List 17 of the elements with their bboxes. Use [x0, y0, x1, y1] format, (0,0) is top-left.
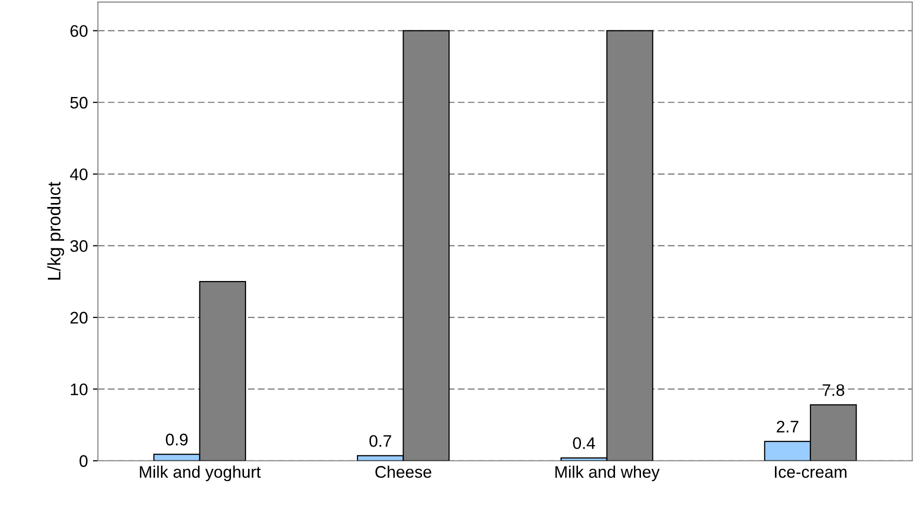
- x-tick-label: Milk and yoghurt: [140, 466, 261, 482]
- data-label: 0.7: [369, 435, 392, 447]
- y-tick-label: 20: [70, 312, 88, 324]
- y-axis-title: L/kg product: [47, 182, 64, 280]
- data-label: 0.9: [166, 434, 188, 446]
- x-tick-label: Cheese: [375, 466, 432, 478]
- x-tick-label: Ice-cream: [774, 466, 846, 478]
- x-tick-label: Milk and whey: [555, 466, 660, 482]
- y-tick-label: 30: [70, 240, 88, 252]
- y-tick-label: 60: [70, 25, 88, 37]
- y-tick-label: 50: [70, 96, 88, 109]
- y-tick-label: 10: [70, 383, 88, 396]
- data-label: 0.4: [573, 437, 596, 450]
- data-label: 7.8: [822, 384, 844, 396]
- y-tick-label: 40: [70, 168, 88, 180]
- data-label: 2.7: [776, 420, 798, 432]
- y-tick-label: 0: [80, 455, 88, 467]
